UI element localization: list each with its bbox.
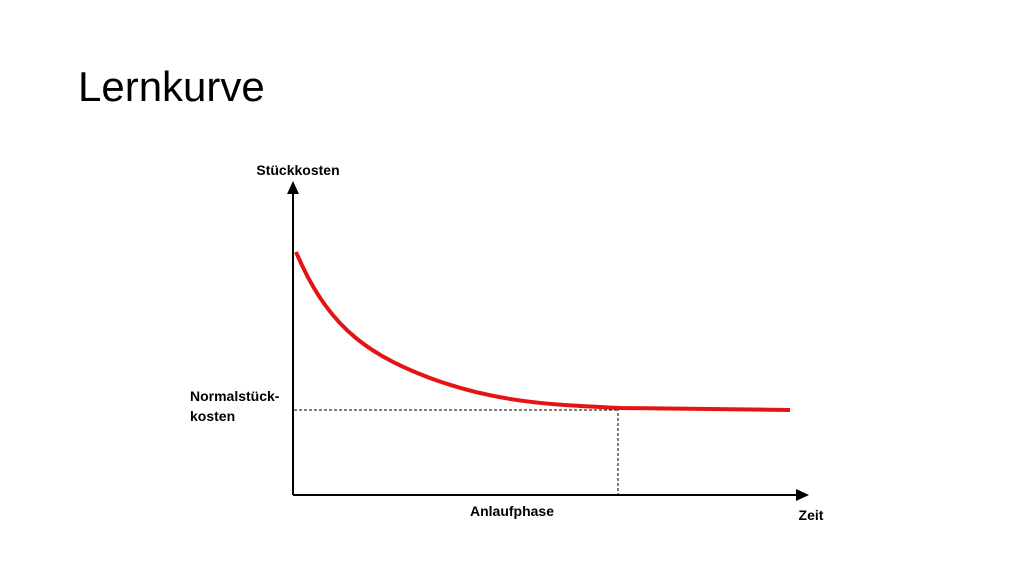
x-axis-label: Zeit [799,507,824,523]
x-arrow [796,489,809,501]
level-label-line: kosten [190,408,235,424]
y-axis-label: Stückkosten [256,162,339,178]
learning-curve [294,251,791,412]
level-label-line: Normalstück- [190,388,280,404]
slide-title: Lernkurve [78,63,265,110]
y-arrow [287,181,299,194]
phase-label: Anlaufphase [470,503,554,519]
